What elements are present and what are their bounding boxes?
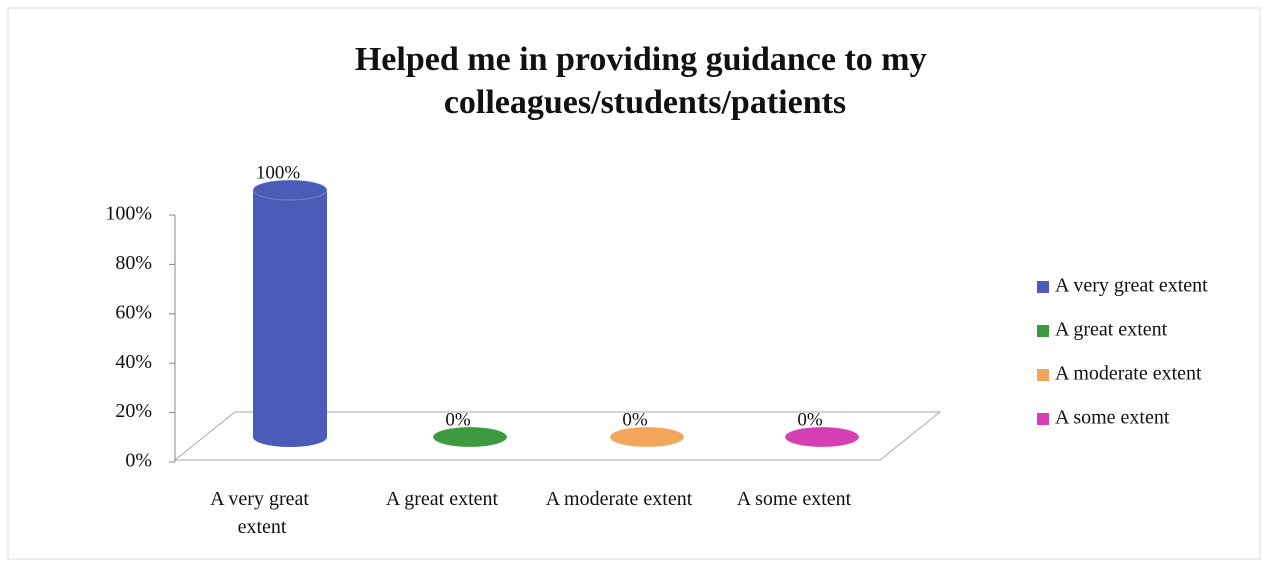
bar-top (784, 426, 860, 448)
bar (432, 426, 508, 448)
legend-swatch (1037, 325, 1049, 337)
floor (173, 411, 942, 461)
legend-label: A some extent (1055, 407, 1170, 429)
bar (784, 426, 860, 448)
chart-border (7, 7, 1261, 560)
bar-top (252, 179, 328, 201)
legend-label: A great extent (1055, 319, 1168, 341)
legend-swatch (1037, 281, 1049, 293)
bar-top (609, 426, 685, 448)
value-label: 0% (797, 409, 823, 430)
y-tick-label: 60% (115, 301, 152, 323)
x-tick-label: A some extent (737, 488, 852, 510)
y-tick-label: 20% (115, 400, 152, 422)
legend-label: A very great extent (1055, 275, 1208, 297)
value-label: 0% (445, 409, 471, 430)
bar-body (253, 190, 327, 447)
y-tick-label: 100% (105, 203, 152, 225)
bar (609, 426, 685, 448)
y-tick-label: 0% (125, 450, 152, 472)
x-tick-label: A great extent (386, 488, 499, 510)
y-tick-label: 80% (115, 252, 152, 274)
legend-swatch (1037, 413, 1049, 425)
value-label: 100% (256, 162, 301, 183)
legend-label: A moderate extent (1055, 363, 1202, 385)
chart-title: Helped me in providing guidance to my co… (355, 41, 935, 121)
legend-swatch (1037, 369, 1049, 381)
x-tick-label: A very great extent (210, 488, 314, 538)
value-label: 0% (622, 409, 648, 430)
x-tick-label: A moderate extent (546, 488, 693, 510)
bar-top (432, 426, 508, 448)
y-tick-label: 40% (115, 351, 152, 373)
bar (252, 179, 328, 447)
